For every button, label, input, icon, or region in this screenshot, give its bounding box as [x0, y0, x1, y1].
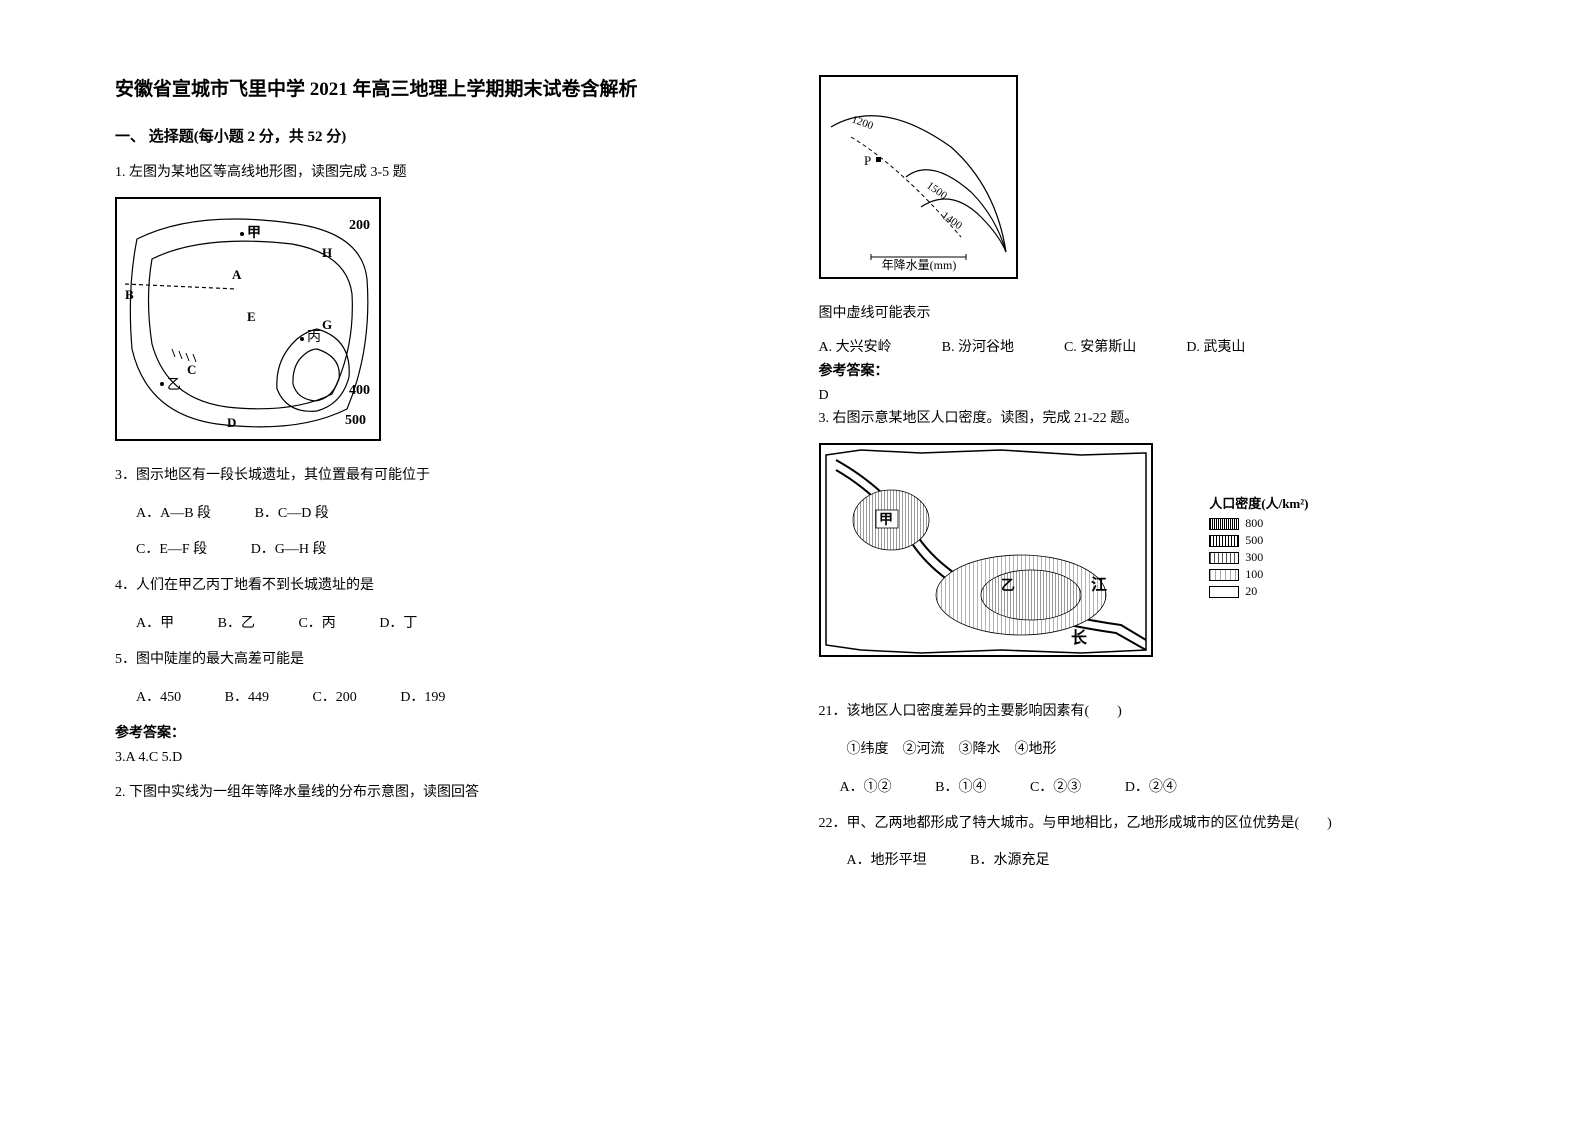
q3-options-row2: C．E—F 段 D．G—H 段: [115, 538, 769, 558]
label-G: G: [322, 317, 332, 332]
label-jia-map: 甲: [879, 512, 893, 528]
q3-opt-a: A．A—B 段: [136, 502, 211, 522]
q2-opt-c: C. 安第斯山: [1064, 336, 1136, 356]
q21-options: A．①② B．①④ C．②③ D．②④: [819, 776, 1473, 796]
q5-opt-b: B．449: [225, 686, 269, 706]
q3-opt-d: D．G—H 段: [251, 538, 327, 558]
contour-200: 200: [349, 218, 370, 233]
legend-100: 100: [1209, 567, 1308, 582]
density-legend: 人口密度(人/km²) 800 500 300 100 20: [1209, 493, 1308, 601]
q3-main-stem: 3. 右图示意某地区人口密度。读图，完成 21-22 题。: [819, 408, 1473, 429]
label-A: A: [232, 267, 242, 282]
q21-opt-d: D．②④: [1125, 776, 1177, 796]
q2-sub: 图中虚线可能表示: [819, 302, 1473, 322]
q5-text: 5．图中陡崖的最大高差可能是: [115, 648, 769, 672]
q3-opt-c: C．E—F 段: [136, 538, 207, 558]
q22-opt-b: B．水源充足: [970, 849, 1049, 869]
density-svg: 甲 乙 江 长: [821, 445, 1151, 655]
q4-opt-c: C．丙: [298, 612, 335, 632]
density-figure-wrap: 甲 乙 江 长 人口密度(人/km²) 800 500 300: [819, 443, 1309, 680]
q21-opt-b: B．①④: [935, 776, 986, 796]
label-jia: 甲: [247, 225, 261, 241]
contour-map-svg: 200 400 500 甲 H A B E 丙 G C 乙 D: [117, 199, 379, 439]
label-jiang: 江: [1091, 576, 1107, 594]
q2-stem: 2. 下图中实线为一组年等降水量线的分布示意图，读图回答: [115, 782, 769, 803]
q22-opt-a: A．地形平坦: [847, 849, 927, 869]
legend-title: 人口密度(人/km²): [1209, 493, 1308, 512]
label-C: C: [187, 362, 196, 377]
right-column: 1200 1500 1400 P 年降水量(mm) 图中虚线可能表示 A. 大兴…: [794, 75, 1498, 1082]
answer-label-2: 参考答案：: [819, 360, 1473, 380]
answer-label-1: 参考答案：: [115, 722, 769, 742]
contour-500: 500: [345, 413, 366, 428]
label-yi: 乙: [167, 377, 181, 393]
q2-opt-d: D. 武夷山: [1186, 336, 1245, 356]
legend-20: 20: [1209, 584, 1308, 599]
q2-opt-b: B. 汾河谷地: [942, 336, 1014, 356]
q2-opt-a: A. 大兴安岭: [819, 336, 892, 356]
q4-opt-b: B．乙: [218, 612, 255, 632]
label-chang: 长: [1071, 628, 1088, 647]
q5-opt-c: C．200: [312, 686, 356, 706]
q3-text: 3．图示地区有一段长城遗址，其位置最有可能位于: [115, 464, 769, 488]
q4-opt-a: A．甲: [136, 612, 174, 632]
label-B: B: [125, 287, 134, 302]
label-yi-map: 乙: [1001, 578, 1015, 594]
q2-figure: 1200 1500 1400 P 年降水量(mm): [819, 75, 1018, 279]
q5-opt-d: D．199: [400, 686, 445, 706]
legend-300: 300: [1209, 550, 1308, 565]
q1-figure: 200 400 500 甲 H A B E 丙 G C 乙 D: [115, 197, 381, 441]
label-bing: 丙: [307, 330, 321, 345]
q4-options: A．甲 B．乙 C．丙 D．丁: [115, 612, 769, 632]
legend-500: 500: [1209, 533, 1308, 548]
answer-text-1: 3.A 4.C 5.D: [115, 750, 769, 766]
q3-options-row1: A．A—B 段 B．C—D 段: [115, 502, 769, 522]
q2-options: A. 大兴安岭 B. 汾河谷地 C. 安第斯山 D. 武夷山: [819, 336, 1473, 356]
contour-400: 400: [349, 383, 370, 398]
q22-text: 22．甲、乙两地都形成了特大城市。与甲地相比，乙地形成城市的区位优势是( ): [819, 812, 1473, 836]
q21-factors: ①纬度 ②河流 ③降水 ④地形: [819, 738, 1473, 762]
label-E: E: [247, 309, 256, 324]
q3-opt-b: B．C—D 段: [255, 502, 329, 522]
q4-opt-d: D．丁: [379, 612, 417, 632]
label-D: D: [227, 415, 236, 430]
swatch-800: [1209, 518, 1239, 530]
answer-text-2: D: [819, 388, 1473, 404]
q4-text: 4．人们在甲乙丙丁地看不到长城遗址的是: [115, 574, 769, 598]
label-P: P: [864, 153, 871, 168]
q21-opt-a: A．①②: [840, 776, 892, 796]
q21-opt-c: C．②③: [1030, 776, 1081, 796]
left-column: 安徽省宣城市飞里中学 2021 年高三地理上学期期末试卷含解析 一、 选择题(每…: [90, 75, 794, 1082]
q22-options: A．地形平坦 B．水源充足: [819, 849, 1473, 869]
label-H: H: [322, 245, 332, 260]
q1-stem: 1. 左图为某地区等高线地形图，读图完成 3-5 题: [115, 162, 769, 183]
section-1-heading: 一、 选择题(每小题 2 分，共 52 分): [115, 125, 769, 146]
legend-800: 800: [1209, 516, 1308, 531]
isohyet-svg: 1200 1500 1400 P 年降水量(mm): [821, 77, 1016, 277]
exam-title: 安徽省宣城市飞里中学 2021 年高三地理上学期期末试卷含解析: [115, 75, 769, 105]
q5-options: A．450 B．449 C．200 D．199: [115, 686, 769, 706]
axis-label: 年降水量(mm): [881, 258, 956, 272]
density-figure: 甲 乙 江 长: [819, 443, 1153, 657]
q5-opt-a: A．450: [136, 686, 181, 706]
q21-text: 21．该地区人口密度差异的主要影响因素有( ): [819, 700, 1473, 724]
